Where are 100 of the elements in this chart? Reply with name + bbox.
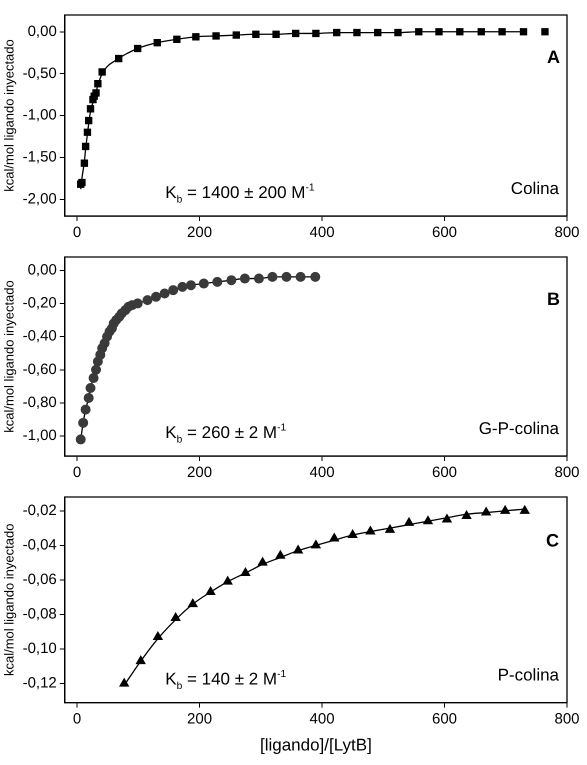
point	[254, 274, 264, 284]
y-tick-label: -0,04	[22, 536, 57, 554]
y-axis-title: kcal/mol ligando inyectado	[1, 39, 16, 192]
point	[252, 30, 260, 38]
x-tick-label: 600	[432, 224, 458, 242]
point	[240, 568, 250, 576]
point	[296, 272, 306, 282]
y-axis-title: kcal/mol ligando inyectado	[1, 524, 16, 676]
point	[312, 30, 320, 38]
point	[186, 280, 196, 290]
x-axis-title: [ligando]/[LytB]	[260, 735, 372, 754]
y-tick-label: -0,02	[22, 502, 57, 519]
point	[92, 89, 100, 97]
point	[353, 28, 361, 36]
point	[333, 28, 340, 36]
point	[456, 28, 464, 36]
point	[385, 524, 395, 533]
point	[435, 28, 443, 36]
annotation: Colina	[510, 179, 560, 198]
y-tick-label: -0,60	[22, 360, 57, 378]
point	[258, 557, 268, 566]
point	[442, 514, 452, 522]
point	[481, 507, 491, 516]
point	[168, 285, 178, 296]
x-tick-label: 800	[554, 464, 580, 482]
x-tick-label: 600	[432, 464, 458, 482]
x-tick-label: 400	[310, 224, 335, 242]
point	[177, 282, 188, 292]
point	[478, 28, 485, 36]
point	[84, 128, 92, 136]
point	[132, 298, 143, 308]
point	[462, 510, 472, 520]
annotation: A	[546, 47, 560, 68]
point	[311, 540, 321, 548]
point	[272, 30, 280, 38]
point	[276, 550, 286, 559]
x-tick-label: 0	[72, 224, 82, 242]
point	[404, 517, 414, 526]
point	[394, 28, 402, 36]
point	[520, 505, 530, 514]
point	[212, 32, 220, 40]
y-tick-label: -0,06	[22, 571, 57, 588]
x-tick-label: 400	[310, 464, 335, 482]
point	[76, 434, 86, 444]
annotation: B	[546, 288, 560, 309]
y-tick-label: -1,00	[22, 106, 57, 124]
point	[88, 373, 99, 384]
point	[281, 272, 292, 282]
point	[232, 31, 240, 39]
point	[500, 505, 510, 514]
annotation: P-colina	[498, 666, 560, 685]
point	[198, 278, 209, 289]
point	[541, 28, 549, 36]
y-tick-label: -0,10	[22, 640, 57, 658]
y-tick-label: -2,00	[22, 190, 57, 208]
point	[154, 38, 161, 46]
point	[498, 28, 506, 36]
point	[374, 28, 382, 36]
x-tick-label: 800	[554, 710, 580, 728]
x-tick-label: 600	[432, 710, 458, 728]
y-tick-label: -0,80	[22, 394, 57, 412]
point	[151, 292, 162, 302]
point	[115, 54, 122, 62]
y-tick-label: -0,40	[22, 328, 57, 345]
y-tick-label: 0,00	[28, 22, 57, 40]
point	[240, 274, 250, 284]
point	[222, 576, 233, 585]
x-tick-label: 800	[554, 224, 580, 242]
point	[91, 364, 102, 375]
x-tick-label: 200	[187, 710, 212, 728]
annotation: G-P-colina	[478, 419, 560, 438]
y-tick-label: -0,50	[22, 64, 57, 82]
point	[134, 44, 142, 52]
y-tick-label: -0,08	[22, 606, 57, 623]
point	[170, 612, 180, 621]
point	[192, 33, 200, 40]
point	[119, 678, 130, 687]
point	[153, 631, 163, 640]
point	[226, 275, 236, 286]
point	[84, 392, 94, 403]
point	[366, 526, 376, 535]
point	[136, 656, 146, 664]
x-tick-label: 0	[72, 464, 82, 482]
x-tick-label: 400	[310, 710, 335, 728]
point	[520, 28, 528, 36]
point	[348, 530, 358, 538]
point	[267, 272, 278, 282]
point	[94, 80, 102, 88]
annotation: C	[546, 530, 559, 550]
y-tick-label: -0,12	[22, 674, 57, 692]
y-tick-label: -0,20	[22, 294, 57, 312]
point	[80, 160, 88, 167]
point	[98, 68, 106, 76]
point	[292, 30, 300, 38]
point	[82, 142, 90, 150]
point	[423, 516, 433, 524]
point	[84, 116, 92, 124]
point	[293, 545, 303, 554]
x-tick-label: 200	[187, 224, 212, 242]
x-tick-label: 0	[72, 710, 82, 728]
